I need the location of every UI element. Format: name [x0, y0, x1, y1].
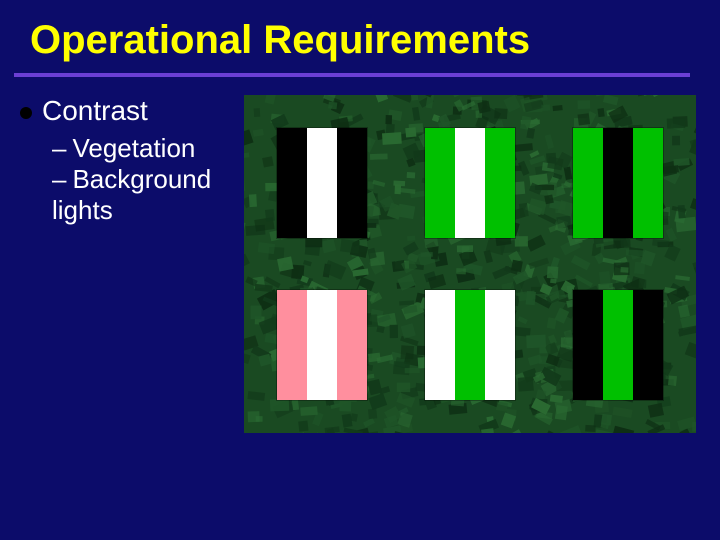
stripe: [485, 128, 515, 238]
slide-body: Contrast –Vegetation –Background lights: [0, 77, 720, 433]
stripe-group: [573, 290, 663, 400]
stripe: [425, 128, 455, 238]
stripe-group: [425, 128, 515, 238]
contrast-figure: [244, 95, 696, 433]
contrast-card: [268, 125, 376, 241]
bullet-main-label: Contrast: [42, 95, 148, 127]
stripe: [307, 128, 337, 238]
dash-icon: –: [52, 164, 66, 194]
stripe: [337, 128, 367, 238]
card-grid: [244, 95, 696, 433]
stripe: [633, 128, 663, 238]
stripe-group: [573, 128, 663, 238]
stripe: [603, 290, 633, 400]
stripe: [425, 290, 455, 400]
text-column: Contrast –Vegetation –Background lights: [14, 95, 234, 433]
stripe-group: [277, 128, 367, 238]
bullet-dot-icon: [20, 107, 32, 119]
stripe: [277, 290, 307, 400]
stripe-group: [277, 290, 367, 400]
stripe: [633, 290, 663, 400]
stripe: [455, 128, 485, 238]
contrast-card: [416, 287, 524, 403]
stripe-group: [425, 290, 515, 400]
stripe: [307, 290, 337, 400]
sub-bullet-label: Vegetation: [72, 133, 195, 163]
stripe: [573, 290, 603, 400]
sub-bullet: –Vegetation: [52, 133, 234, 164]
bullet-main: Contrast: [14, 95, 234, 127]
contrast-card: [416, 125, 524, 241]
dash-icon: –: [52, 133, 66, 163]
contrast-card: [564, 287, 672, 403]
sub-bullet-label: Background lights: [52, 164, 211, 225]
stripe: [573, 128, 603, 238]
contrast-card: [268, 287, 376, 403]
sub-bullet: –Background lights: [52, 164, 234, 226]
slide-title: Operational Requirements: [0, 0, 720, 63]
stripe: [455, 290, 485, 400]
stripe: [277, 128, 307, 238]
stripe: [337, 290, 367, 400]
contrast-card: [564, 125, 672, 241]
stripe: [603, 128, 633, 238]
stripe: [485, 290, 515, 400]
